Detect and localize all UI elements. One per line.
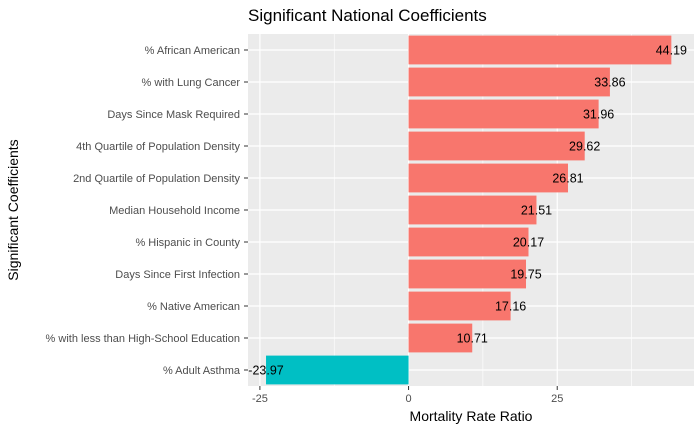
- bar-value-label: 31.96: [583, 108, 614, 122]
- bar-value-label: 21.51: [521, 204, 552, 218]
- bar: [408, 323, 473, 353]
- x-axis-tick-label: 25: [551, 393, 563, 405]
- bar-value-label: -23.97: [248, 364, 283, 378]
- bar: [266, 355, 409, 385]
- y-axis-tick-label: % African American: [145, 45, 240, 57]
- y-axis-tick-label: 2nd Quartile of Population Density: [73, 173, 240, 185]
- bar-value-label: 29.62: [569, 140, 600, 154]
- y-axis-tick-label: % Adult Asthma: [163, 365, 241, 377]
- bar: [408, 35, 672, 65]
- x-axis-tick-label: -25: [252, 393, 268, 405]
- y-axis-tick-label: % Hispanic in County: [135, 237, 240, 249]
- y-axis-tick-label: % with Lung Cancer: [142, 77, 241, 89]
- y-axis-tick-label: 4th Quartile of Population Density: [76, 141, 240, 153]
- bar-value-label: 26.81: [552, 172, 583, 186]
- y-axis-tick-label: Median Household Income: [109, 205, 240, 217]
- bar: [408, 67, 610, 97]
- y-axis-tick-label: % Native American: [147, 301, 240, 313]
- bars: [266, 35, 672, 385]
- bar: [408, 163, 568, 193]
- bar: [408, 131, 585, 161]
- y-axis-tick-label: Days Since First Infection: [115, 269, 240, 281]
- bar: [408, 291, 511, 321]
- value-labels: 44.19 33.86 31.96 29.62 26.81 21.51 20.17 19.75…: [248, 44, 687, 378]
- y-axis-tick-label: % with less than High-School Education: [46, 333, 240, 345]
- bar: [408, 259, 527, 289]
- bar-value-label: 17.16: [495, 300, 526, 314]
- bar-value-label: 20.17: [513, 236, 544, 250]
- x-axis-tick-labels: -25 0 25: [252, 386, 563, 405]
- bar-value-label: 19.75: [510, 268, 541, 282]
- y-axis-title: Significant Coefficients: [5, 139, 21, 280]
- chart-title: Significant National Coefficients: [248, 6, 487, 25]
- bar: [408, 99, 599, 129]
- bar: [408, 227, 529, 257]
- y-axis-tick-labels: % African American % with Lung Cancer Days…: [46, 45, 248, 377]
- x-axis-title: Mortality Rate Ratio: [410, 408, 533, 424]
- bar-value-label: 44.19: [656, 44, 687, 58]
- y-axis-tick-label: Days Since Mask Required: [107, 109, 240, 121]
- x-axis-tick-label: 0: [405, 393, 411, 405]
- bar-value-label: 33.86: [594, 76, 625, 90]
- bar-value-label: 10.71: [457, 332, 488, 346]
- bar: [408, 195, 537, 225]
